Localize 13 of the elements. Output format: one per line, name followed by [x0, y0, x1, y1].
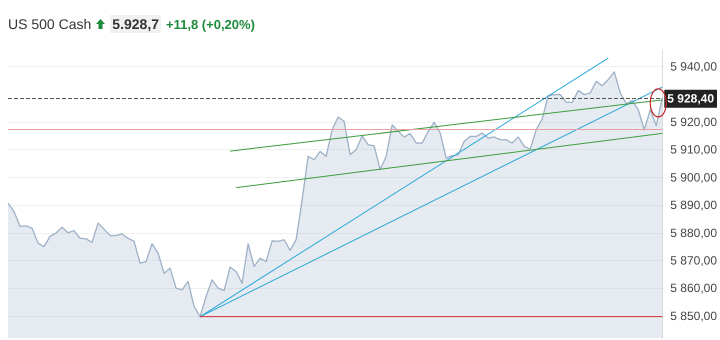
ref-line-label: 5 928,40 [667, 92, 714, 106]
y-tick-label: 5 890,00 [670, 198, 718, 212]
y-tick-label: 5 870,00 [670, 253, 718, 268]
chart-title: US 500 Cash [8, 16, 92, 32]
y-tick-label: 5 940,00 [670, 60, 718, 74]
y-tick-label: 5 860,00 [670, 281, 718, 296]
y-tick-label: 5 910,00 [670, 142, 718, 157]
y-tick-label: 5 900,00 [670, 170, 718, 184]
y-tick-label: 5 920,00 [670, 115, 718, 129]
y-tick-label: 5 850,00 [670, 308, 718, 323]
text: 5.928,7 [110, 15, 161, 33]
text: +11,8 (+0,20%) [166, 16, 255, 32]
y-tick-label: 5 880,00 [670, 226, 718, 240]
